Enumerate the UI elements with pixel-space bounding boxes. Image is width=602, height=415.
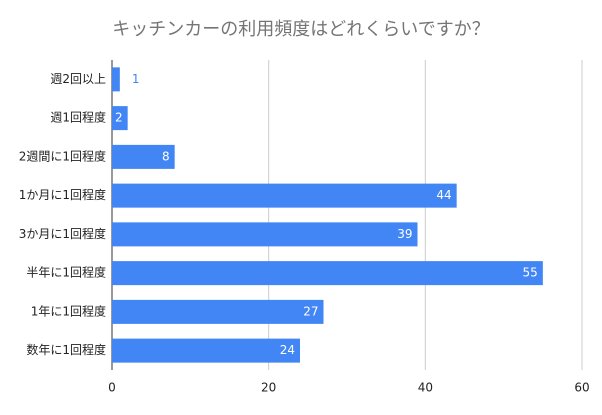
data-label: 27 [303,304,318,318]
data-label: 24 [280,343,295,357]
y-tick-label: 半年に1回程度 [26,265,106,280]
x-tick-label: 20 [261,381,276,395]
y-tick-label: 数年に1回程度 [26,342,106,357]
y-tick-label: 3か月に1回程度 [19,226,106,241]
data-label: 2 [115,111,123,125]
x-tick-label: 40 [418,381,433,395]
bar [112,338,300,363]
bar [112,261,543,286]
bar [112,222,418,247]
x-tick-label: 0 [108,381,116,395]
data-label: 39 [397,227,412,241]
bar [112,183,457,208]
data-label: 8 [162,149,170,163]
x-tick-label: 60 [574,381,589,395]
data-label: 44 [436,188,451,202]
data-label: 55 [523,266,538,280]
bar [112,144,175,169]
bar [112,67,120,92]
bar [112,106,128,131]
bar [112,299,324,324]
y-tick-label: 2週間に1回程度 [19,148,106,163]
y-tick-label: 1年に1回程度 [31,303,106,318]
y-tick-label: 1か月に1回程度 [19,187,106,202]
y-tick-label: 週2回以上 [50,72,106,86]
y-tick-label: 週1回程度 [50,110,106,125]
chart-title: キッチンカーの利用頻度はどれくらいですか？ [112,19,489,40]
data-label: 1 [132,72,140,86]
